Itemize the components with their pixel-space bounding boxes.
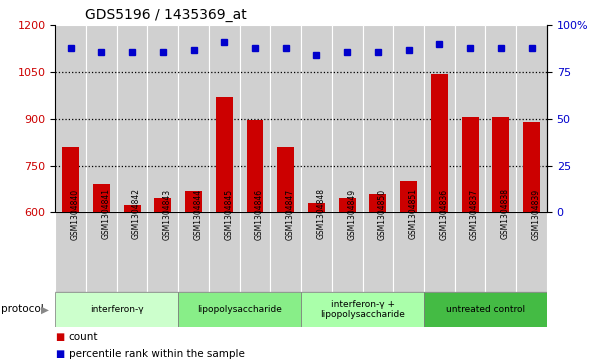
Text: lipopolysaccharide: lipopolysaccharide — [197, 305, 282, 314]
Text: ■: ■ — [55, 332, 64, 342]
Bar — [124, 205, 141, 363]
Text: GSM1304849: GSM1304849 — [347, 188, 356, 240]
Bar — [393, 212, 424, 292]
Bar — [246, 121, 263, 363]
Text: GSM1304838: GSM1304838 — [501, 188, 510, 240]
Bar — [277, 147, 294, 363]
Bar — [424, 212, 455, 292]
Bar — [486, 25, 516, 212]
Bar — [147, 212, 178, 292]
Bar — [55, 292, 178, 327]
Text: GSM1304840: GSM1304840 — [71, 188, 80, 240]
Bar — [492, 117, 509, 363]
Bar — [86, 212, 117, 292]
Bar — [93, 184, 110, 363]
Bar — [455, 25, 486, 212]
Text: untreated control: untreated control — [446, 305, 525, 314]
Bar — [178, 292, 301, 327]
Bar — [117, 25, 147, 212]
Bar — [332, 25, 362, 212]
Bar — [431, 74, 448, 363]
Text: count: count — [69, 332, 98, 342]
Text: GSM1304851: GSM1304851 — [409, 188, 418, 240]
Bar — [63, 147, 79, 363]
Text: GSM1304847: GSM1304847 — [285, 188, 294, 240]
Text: GSM1304848: GSM1304848 — [317, 188, 326, 240]
Bar — [86, 25, 117, 212]
Text: interferon-γ: interferon-γ — [90, 305, 144, 314]
Bar — [240, 25, 270, 212]
Bar — [424, 292, 547, 327]
Text: ■: ■ — [55, 349, 64, 359]
Bar — [362, 25, 393, 212]
Text: GDS5196 / 1435369_at: GDS5196 / 1435369_at — [85, 8, 247, 22]
Text: GSM1304844: GSM1304844 — [194, 188, 203, 240]
Bar — [301, 212, 332, 292]
Bar — [516, 25, 547, 212]
Bar — [339, 198, 356, 363]
Text: GSM1304842: GSM1304842 — [132, 188, 141, 240]
Bar — [393, 25, 424, 212]
Bar — [486, 212, 516, 292]
Bar — [462, 117, 478, 363]
Text: GSM1304839: GSM1304839 — [531, 188, 540, 240]
Bar — [523, 122, 540, 363]
Bar — [55, 25, 86, 212]
Text: GSM1304836: GSM1304836 — [439, 188, 448, 240]
Text: GSM1304841: GSM1304841 — [102, 188, 111, 240]
Bar — [209, 25, 240, 212]
Bar — [240, 212, 270, 292]
Text: ▶: ▶ — [41, 305, 49, 314]
Bar — [270, 212, 301, 292]
Bar — [55, 212, 86, 292]
Text: GSM1304843: GSM1304843 — [163, 188, 172, 240]
Text: percentile rank within the sample: percentile rank within the sample — [69, 349, 245, 359]
Bar — [455, 212, 486, 292]
Bar — [400, 181, 417, 363]
Bar — [185, 191, 202, 363]
Bar — [216, 97, 233, 363]
Bar — [516, 212, 547, 292]
Bar — [178, 212, 209, 292]
Text: GSM1304845: GSM1304845 — [224, 188, 233, 240]
Bar — [301, 292, 424, 327]
Bar — [178, 25, 209, 212]
Bar — [332, 212, 362, 292]
Bar — [308, 203, 325, 363]
Text: GSM1304850: GSM1304850 — [378, 188, 387, 240]
Text: interferon-γ +
lipopolysaccharide: interferon-γ + lipopolysaccharide — [320, 300, 405, 319]
Bar — [117, 212, 147, 292]
Bar — [147, 25, 178, 212]
Text: GSM1304837: GSM1304837 — [470, 188, 479, 240]
Bar — [209, 212, 240, 292]
Bar — [154, 198, 171, 363]
Bar — [370, 193, 386, 363]
Bar — [424, 25, 455, 212]
Bar — [301, 25, 332, 212]
Bar — [362, 212, 393, 292]
Text: GSM1304846: GSM1304846 — [255, 188, 264, 240]
Text: protocol: protocol — [1, 305, 44, 314]
Bar — [270, 25, 301, 212]
